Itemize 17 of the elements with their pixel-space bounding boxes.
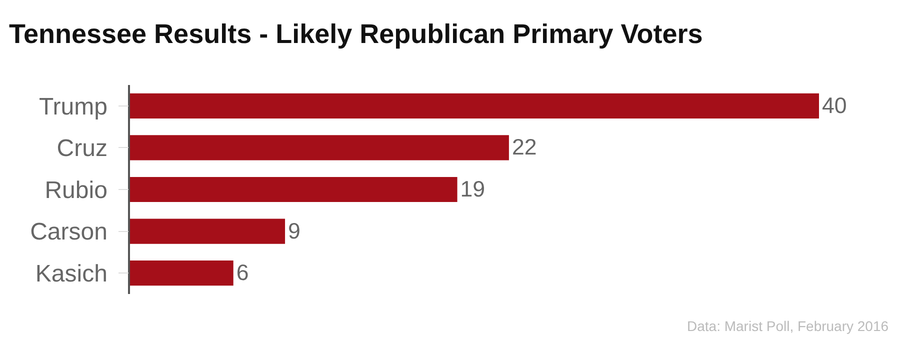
y-tick-label: Cruz xyxy=(56,135,108,162)
chart-title: Tennessee Results - Likely Republican Primary Voters xyxy=(8,18,703,49)
data-label: 9 xyxy=(288,218,300,244)
y-tick-label: Trump xyxy=(38,93,108,120)
data-label: 40 xyxy=(822,92,847,118)
data-label: 19 xyxy=(460,176,486,202)
data-label: 22 xyxy=(512,134,537,160)
bar xyxy=(130,93,819,118)
bar xyxy=(130,218,286,244)
y-tick-label: Carson xyxy=(30,218,108,246)
bar xyxy=(130,135,509,160)
bar xyxy=(130,176,458,202)
y-tick-label: Kasich xyxy=(35,260,108,288)
y-tick-label: Rubio xyxy=(44,176,108,204)
data-label: 6 xyxy=(236,260,249,286)
bar xyxy=(130,260,234,286)
text: Data: Marist Poll, February 2016 xyxy=(687,318,889,334)
